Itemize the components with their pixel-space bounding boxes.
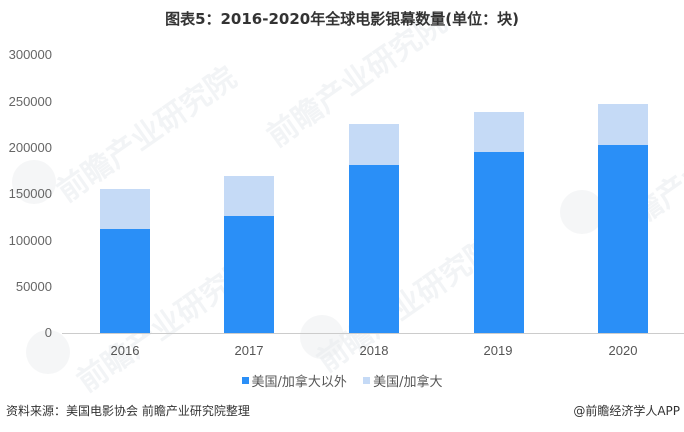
legend-label: 美国/加拿大以外	[251, 375, 347, 390]
bar-2016	[100, 188, 150, 333]
legend-item-outside-us-canada[interactable]: 美国/加拿大以外	[241, 371, 347, 390]
bar-segment-us-canada	[474, 111, 524, 152]
bar-segment-us-canada	[349, 123, 399, 165]
legend-item-us-canada[interactable]: 美国/加拿大	[363, 371, 442, 390]
x-tick-label: 2019	[483, 343, 513, 358]
bar-segment-us-canada	[598, 103, 648, 145]
x-tick-label: 2017	[234, 343, 264, 358]
x-tick-label: 2020	[608, 343, 638, 358]
x-axis-line	[62, 333, 684, 334]
legend-label: 美国/加拿大	[373, 375, 443, 390]
bar-segment-outside-us-canada	[474, 151, 524, 333]
y-tick-label: 300000	[8, 47, 52, 62]
x-tick-label: 2018	[359, 343, 389, 358]
y-tick-label: 250000	[8, 94, 52, 109]
watermark-logo-icon	[26, 330, 70, 374]
watermark-logo-icon	[12, 160, 56, 204]
bar-segment-outside-us-canada	[100, 228, 150, 333]
x-tick-label: 2016	[110, 343, 140, 358]
legend-swatch-icon	[241, 377, 249, 384]
y-tick-label: 50000	[15, 279, 52, 294]
bar-segment-outside-us-canada	[598, 144, 648, 333]
bar-segment-outside-us-canada	[349, 164, 399, 333]
bar-2019	[474, 111, 524, 333]
y-tick-label: 100000	[8, 233, 52, 248]
y-tick-label: 150000	[8, 186, 52, 201]
bar-segment-us-canada	[224, 175, 274, 216]
y-tick-label: 200000	[8, 140, 52, 155]
y-tick-label: 0	[44, 325, 52, 340]
watermark-text: 前瞻产业研究院	[50, 60, 244, 210]
source-note: 资料来源：美国电影协会 前瞻产业研究院整理	[6, 404, 250, 418]
bar-2018	[349, 123, 399, 333]
watermark-logo-icon	[300, 315, 344, 359]
chart-legend: 美国/加拿大以外 美国/加拿大	[0, 371, 684, 390]
watermark-logo-icon	[560, 190, 604, 234]
bar-2017	[224, 175, 274, 333]
bar-segment-us-canada	[100, 188, 150, 229]
legend-swatch-icon	[363, 377, 371, 384]
chart-title: 图表5：2016-2020年全球电影银幕数量(单位：块)	[165, 10, 519, 28]
bar-segment-outside-us-canada	[224, 215, 274, 333]
credit-note: @前瞻经济学人APP	[573, 404, 680, 418]
bar-2020	[598, 103, 648, 333]
